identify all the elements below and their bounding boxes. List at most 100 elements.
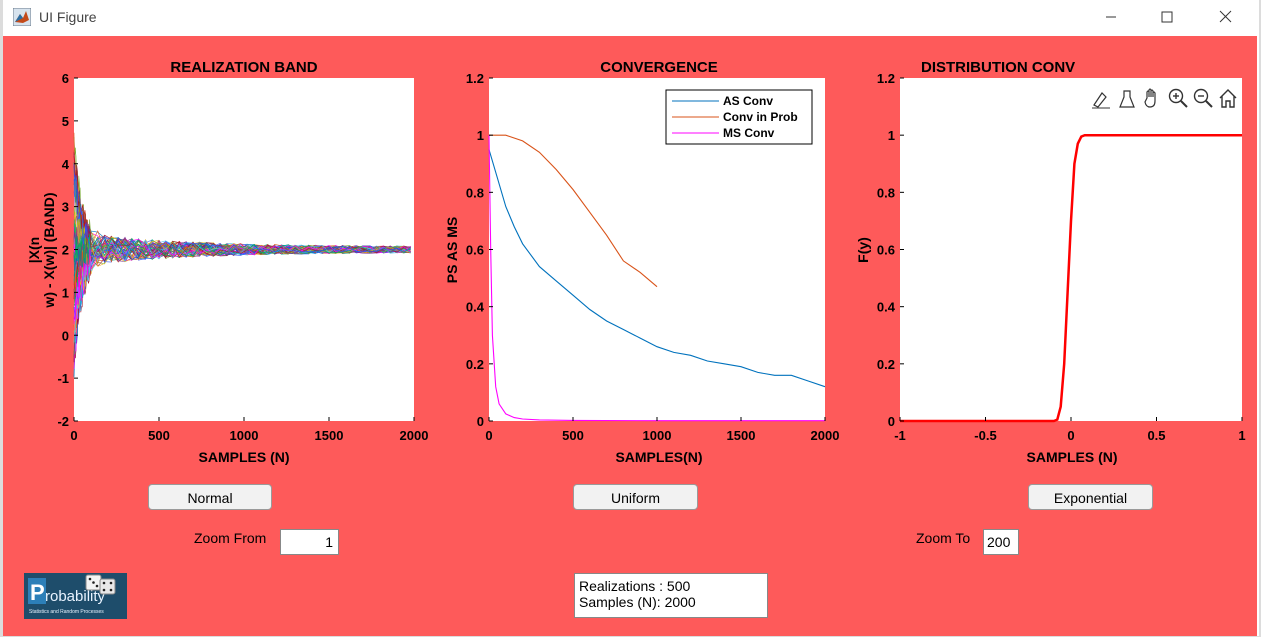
legend-label-conv-in-prob: Conv in Prob — [723, 110, 798, 124]
y-tick-label: 1.2 — [466, 71, 484, 86]
svg-text:robability: robability — [45, 588, 106, 605]
axes-toolbar — [1092, 88, 1237, 109]
x-tick-label: -0.5 — [974, 428, 996, 443]
cdf-line-series — [900, 133, 1242, 423]
title-bar: UI Figure — [3, 0, 1259, 36]
x-tick-label: 1500 — [727, 428, 756, 443]
realizations-text: Realizations : 500 — [579, 578, 691, 594]
data-tip-icon[interactable] — [1119, 90, 1135, 108]
svg-text:Statistics and Random Processe: Statistics and Random Processes — [29, 609, 104, 615]
y-tick-label: -2 — [57, 414, 69, 429]
y-tick-labels: 0 0.2 0.4 0.6 0.8 1 1.2 — [466, 71, 493, 429]
y-tick-label: 0.6 — [877, 243, 895, 258]
y-tick-label: 0.8 — [877, 185, 895, 200]
y-tick-label: 0.6 — [466, 243, 484, 258]
x-tick-label: -1 — [894, 428, 906, 443]
axes-title: DISTRIBUTION CONV — [921, 59, 1075, 76]
x-tick-label: 0 — [485, 428, 492, 443]
series-line-1 — [489, 134, 658, 288]
cdf-line — [900, 133, 1242, 423]
legend-label-ms-conv: MS Conv — [723, 126, 775, 140]
close-icon — [1219, 10, 1232, 23]
realization-line — [73, 164, 411, 261]
y-tick-label: 0.4 — [466, 300, 485, 315]
dice-icon — [85, 574, 116, 595]
y-tick-label: -1 — [57, 371, 69, 386]
realization-line — [73, 211, 411, 262]
zoom-from-field[interactable]: 1 — [280, 529, 339, 555]
y-tick-label: 0 — [888, 414, 895, 429]
distribution-conv-axes[interactable]: DISTRIBUTION CONV -1 -0.5 0 0.5 1 0 0.2 0.4 0.6… — [849, 54, 1257, 479]
x-tick-labels: 0 500 1000 1500 2000 — [485, 417, 839, 443]
zoom-to-label: Zoom To — [916, 530, 971, 546]
series-line-0 — [488, 149, 826, 388]
close-button[interactable] — [1204, 4, 1244, 30]
x-axis-label: SAMPLES (N) — [1027, 449, 1118, 465]
series-lines — [488, 134, 826, 422]
x-tick-label: 0 — [70, 428, 77, 443]
y-tick-label: 0 — [62, 328, 69, 343]
y-tick-label: 1 — [477, 128, 484, 143]
legend[interactable]: AS Conv Conv in Prob MS Conv — [665, 89, 813, 145]
y-tick-label: 0.2 — [877, 357, 895, 372]
plot-area — [900, 78, 1242, 421]
maximize-button[interactable] — [1146, 4, 1186, 30]
y-axis-label: F(y) — [855, 237, 871, 263]
exponential-button[interactable]: Exponential — [1028, 484, 1153, 510]
x-tick-label: 2000 — [400, 428, 429, 443]
x-tick-label: 0.5 — [1147, 428, 1165, 443]
samples-text: Samples (N): 2000 — [579, 594, 696, 610]
matlab-icon — [13, 8, 31, 26]
x-axis-label: SAMPLES (N) — [199, 449, 290, 465]
zoom-from-label: Zoom From — [194, 530, 267, 546]
y-axis-label: PS AS MS — [444, 217, 460, 283]
zoom-in-icon[interactable] — [1168, 88, 1188, 108]
y-tick-labels: -2 -1 0 1 2 3 4 5 6 — [57, 71, 78, 429]
svg-text:P: P — [30, 580, 45, 605]
x-tick-labels: 0 500 1000 1500 2000 — [70, 417, 428, 443]
minimize-icon — [1106, 16, 1116, 18]
logo-graphic: P robability Statistics and Random Proce… — [24, 573, 127, 619]
axes-title: CONVERGENCE — [600, 59, 718, 76]
y-axis-label-line2: w) - X(w)| (BAND) — [41, 192, 57, 308]
home-icon[interactable] — [1219, 89, 1237, 108]
y-tick-label: 5 — [62, 114, 69, 129]
x-tick-label: 1 — [1238, 428, 1245, 443]
zoom-to-field[interactable]: 200 — [983, 529, 1019, 555]
maximize-icon — [1161, 11, 1173, 23]
x-tick-label: 1500 — [315, 428, 344, 443]
y-tick-label: 1.2 — [877, 71, 895, 86]
y-tick-label: 2 — [62, 243, 69, 258]
pan-hand-icon[interactable] — [1144, 88, 1156, 108]
probability-logo: P robability Statistics and Random Proce… — [24, 573, 127, 619]
realization-line — [73, 243, 411, 325]
axes-title: REALIZATION BAND — [170, 59, 317, 76]
x-tick-labels: -1 -0.5 0 0.5 1 — [894, 417, 1246, 443]
y-tick-label: 0.2 — [466, 357, 484, 372]
brush-icon[interactable] — [1092, 92, 1110, 109]
normal-button[interactable]: Normal — [148, 484, 272, 510]
convergence-axes[interactable]: CONVERGENCE 0 500 1000 1500 2000 0 0.2 0.4 0.6 0… — [438, 54, 858, 479]
y-tick-labels: 0 0.2 0.4 0.6 0.8 1 1.2 — [877, 71, 904, 429]
x-tick-label: 2000 — [811, 428, 840, 443]
y-tick-label: 1 — [62, 285, 69, 300]
x-tick-label: 0 — [1067, 428, 1074, 443]
y-axis-label-line1: |X(n — [26, 237, 42, 263]
window-title: UI Figure — [39, 9, 97, 25]
realization-band-axes[interactable]: REALIZATION BAND 0 500 1000 1500 2000 -2 -1 0 1… — [23, 54, 443, 479]
legend-label-as-conv: AS Conv — [723, 94, 773, 108]
y-tick-label: 0.4 — [877, 300, 896, 315]
x-tick-label: 1000 — [230, 428, 259, 443]
y-tick-label: 4 — [62, 157, 70, 172]
y-tick-label: 0.8 — [466, 185, 484, 200]
realization-line — [73, 239, 411, 319]
series-line-2 — [488, 135, 825, 422]
x-tick-label: 500 — [562, 428, 584, 443]
minimize-button[interactable] — [1090, 4, 1130, 30]
zoom-out-icon[interactable] — [1193, 88, 1213, 108]
realization-lines — [73, 132, 411, 378]
x-tick-label: 1000 — [643, 428, 672, 443]
uniform-button[interactable]: Uniform — [573, 484, 698, 510]
y-tick-label: 6 — [62, 71, 69, 86]
info-textarea[interactable]: Realizations : 500 Samples (N): 2000 — [574, 573, 768, 618]
